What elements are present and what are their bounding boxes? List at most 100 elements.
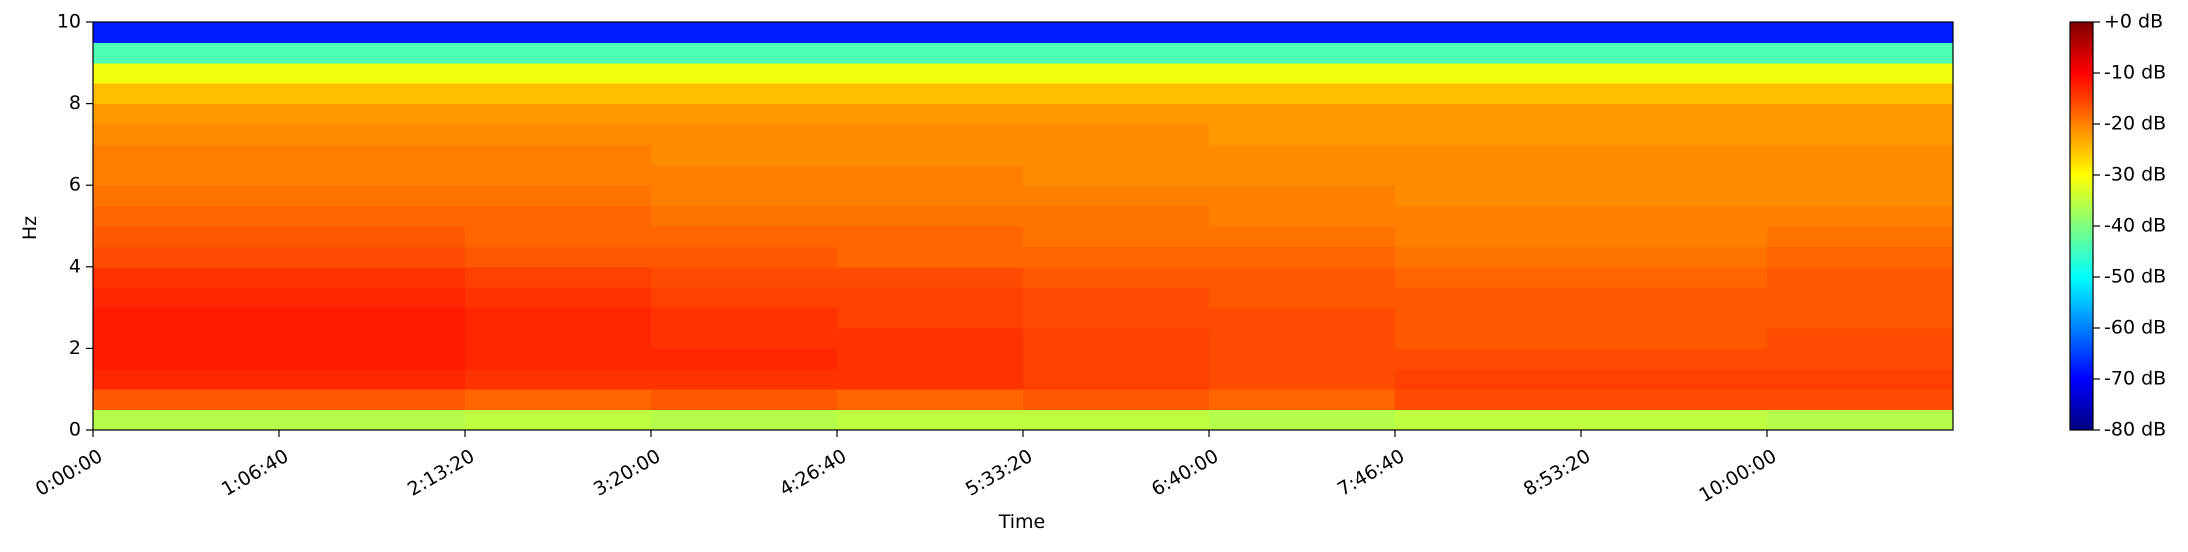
colorbar-tick-label: +0 dB (2104, 11, 2163, 33)
cell (837, 83, 1024, 105)
cell (651, 103, 838, 125)
cell (651, 348, 838, 370)
cell (1209, 185, 1396, 207)
cell (837, 389, 1024, 411)
cell (279, 266, 466, 288)
cell (465, 144, 652, 166)
cell (837, 226, 1024, 247)
cell (1395, 144, 1582, 166)
colorbar-tick-label: -10 dB (2104, 62, 2166, 84)
cell (1209, 124, 1396, 145)
cell (465, 409, 652, 431)
cell (465, 22, 652, 43)
cell (651, 124, 838, 145)
cell (465, 287, 652, 309)
cell (279, 389, 466, 411)
y-tick-label: 4 (69, 255, 81, 277)
cell (465, 42, 652, 64)
cell (651, 389, 838, 411)
cell (1767, 185, 1954, 207)
cell (1581, 409, 1768, 431)
cell (651, 368, 838, 390)
cell (1395, 246, 1582, 268)
y-tick-label: 0 (69, 419, 81, 441)
cell (1395, 22, 1582, 43)
cell (465, 226, 652, 247)
colorbar-tick-label: -70 dB (2104, 368, 2166, 390)
cell (1209, 328, 1396, 349)
cell (465, 328, 652, 349)
cell (651, 42, 838, 64)
cell (93, 389, 280, 411)
cell (1581, 42, 1768, 64)
cell (465, 83, 652, 105)
cell (1767, 22, 1954, 43)
cell (93, 368, 280, 390)
spectrogram-cells (93, 22, 1954, 431)
cell (1395, 185, 1582, 207)
cell (1581, 226, 1768, 247)
cell (1023, 307, 1210, 329)
cell (279, 307, 466, 329)
cell (1581, 205, 1768, 227)
cell (1023, 368, 1210, 390)
cell (651, 287, 838, 309)
cell (1395, 124, 1582, 145)
cell (1395, 328, 1582, 349)
cell (651, 185, 838, 207)
x-tick-label: 2:13:20 (404, 445, 478, 501)
cell (1581, 103, 1768, 125)
cell (1023, 62, 1210, 84)
cell (1767, 42, 1954, 64)
cell (279, 164, 466, 186)
cell (465, 62, 652, 84)
cell (837, 22, 1024, 43)
cell (1209, 348, 1396, 370)
cell (1209, 226, 1396, 247)
cell (279, 62, 466, 84)
cell (1023, 409, 1210, 431)
cell (1395, 103, 1582, 125)
cell (1581, 83, 1768, 105)
cell (93, 83, 280, 105)
cell (465, 307, 652, 329)
cell (93, 22, 280, 43)
cell (279, 368, 466, 390)
cell (1209, 266, 1396, 288)
cell (93, 42, 280, 64)
y-tick-label: 10 (57, 11, 81, 33)
cell (93, 205, 280, 227)
cell (837, 246, 1024, 268)
cell (1395, 409, 1582, 431)
cell (93, 307, 280, 329)
cell (1209, 103, 1396, 125)
cell (1023, 328, 1210, 349)
cell (1209, 246, 1396, 268)
cell (1209, 42, 1396, 64)
cell (837, 185, 1024, 207)
cell (465, 348, 652, 370)
cell (1767, 348, 1954, 370)
cell (279, 205, 466, 227)
cell (837, 124, 1024, 145)
cell (93, 62, 280, 84)
cell (1581, 266, 1768, 288)
cell (1767, 164, 1954, 186)
cell (1023, 103, 1210, 125)
cell (465, 103, 652, 125)
cell (93, 328, 280, 349)
cell (93, 348, 280, 370)
cell (1023, 226, 1210, 247)
cell (279, 22, 466, 43)
colorbar-tick-label: -20 dB (2104, 113, 2166, 135)
cell (93, 287, 280, 309)
cell (1767, 266, 1954, 288)
colorbar (2069, 21, 2094, 431)
cell (651, 205, 838, 227)
cell (93, 124, 280, 145)
cell (1209, 389, 1396, 411)
cell (93, 103, 280, 125)
cell (1767, 103, 1954, 125)
cell (1767, 409, 1954, 431)
